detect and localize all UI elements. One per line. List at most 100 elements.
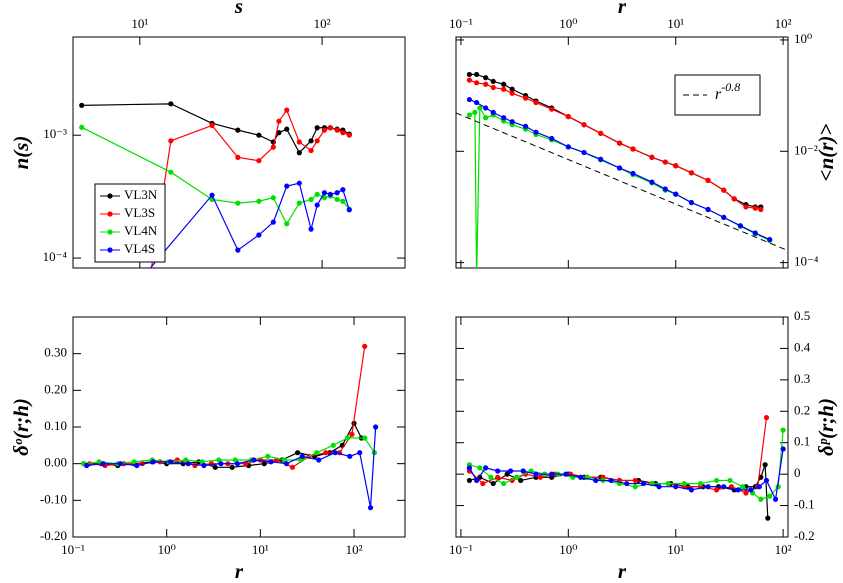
x-axis-label: r	[618, 0, 627, 18]
marker	[681, 480, 687, 487]
panel-frame	[455, 36, 789, 269]
marker	[490, 109, 496, 115]
marker	[740, 484, 746, 490]
x-tick-label: 10²	[314, 16, 331, 31]
marker	[466, 465, 473, 471]
marker	[780, 446, 786, 452]
x-axis-label: r	[618, 559, 627, 583]
marker	[748, 487, 754, 493]
marker	[490, 480, 496, 487]
marker	[265, 453, 271, 459]
marker	[330, 442, 336, 448]
marker	[533, 99, 539, 106]
marker	[662, 159, 668, 165]
marker	[474, 71, 480, 78]
x-tick-label: 10¹	[667, 542, 684, 557]
marker	[509, 119, 515, 125]
y-tick-label: 10⁻⁴	[794, 254, 819, 269]
marker	[346, 132, 352, 138]
panel-frame	[72, 36, 406, 269]
plot-area	[81, 343, 379, 511]
marker	[131, 459, 137, 465]
marker	[649, 154, 655, 160]
marker	[474, 80, 480, 86]
x-tick-label: 10⁰	[559, 542, 577, 557]
marker	[229, 464, 235, 470]
marker	[765, 515, 771, 521]
legend-box	[94, 183, 166, 263]
x-axis-label: r	[235, 559, 244, 583]
marker	[295, 450, 301, 456]
marker	[533, 129, 539, 135]
marker	[183, 457, 189, 463]
x-tick-label: 10¹	[131, 16, 148, 31]
y-tick-label: 10⁻²	[794, 142, 818, 157]
marker	[308, 147, 314, 154]
marker	[256, 132, 262, 138]
marker	[276, 118, 282, 124]
marker	[565, 144, 571, 150]
marker	[756, 484, 762, 490]
panel: 10⁻¹ 10⁰ 10¹ 10² -0.20 -0.10 0.00 0.10 0.20 0.30 r…	[9, 316, 406, 583]
marker	[522, 123, 529, 129]
marker	[762, 462, 768, 468]
marker	[501, 115, 507, 121]
marker	[308, 226, 314, 232]
marker	[332, 450, 338, 456]
marker	[84, 462, 90, 469]
marker	[167, 459, 174, 465]
y-tick-label: 10⁻³	[43, 126, 67, 141]
marker	[673, 163, 679, 169]
marker	[673, 191, 679, 197]
marker	[713, 477, 720, 484]
marker	[79, 102, 85, 108]
legend-marker	[107, 193, 113, 199]
marker	[323, 450, 329, 456]
marker	[168, 138, 174, 144]
marker	[480, 480, 486, 487]
marker	[721, 187, 727, 193]
marker	[772, 496, 779, 502]
y-axis-label: δᵒ(r;h)	[9, 398, 33, 456]
marker	[767, 493, 773, 499]
legend-label: VL4S	[124, 241, 155, 256]
legend: VL3N VL3S VL4N VL4S	[94, 183, 166, 263]
x-tick-label: 10⁻¹	[449, 16, 473, 31]
marker	[780, 427, 786, 433]
legend-label: VL3S	[124, 205, 155, 220]
panel: 10¹ 10² 10⁻³ 10⁻⁴ s n(s) VL3N VL3S VL4N VL4S	[9, 0, 406, 297]
marker	[752, 205, 758, 211]
marker	[308, 196, 314, 203]
y-tick-label: 0.2	[794, 402, 810, 417]
marker	[563, 471, 569, 477]
marker	[296, 150, 302, 156]
marker	[581, 122, 587, 128]
marker	[549, 135, 555, 142]
y-tick-label: 0.4	[794, 339, 811, 354]
marker	[697, 480, 704, 487]
marker	[145, 292, 150, 297]
marker	[296, 180, 302, 186]
y-tick-label: 0.30	[44, 345, 67, 360]
marker	[362, 435, 368, 441]
y-tick-label: 0	[794, 465, 801, 480]
legend-label-exponent: -0.8	[721, 80, 740, 94]
y-tick-label: 10⁰	[794, 31, 812, 46]
marker	[284, 221, 290, 227]
y-tick-label: -0.2	[794, 528, 815, 543]
marker	[483, 75, 489, 81]
x-axis-label: s	[234, 0, 243, 18]
y-axis-label: n(s)	[9, 136, 33, 170]
x-tick-label: 10⁰	[158, 542, 176, 557]
marker	[662, 186, 668, 192]
legend-label: VL3N	[124, 187, 158, 202]
marker	[705, 177, 711, 183]
marker	[235, 127, 241, 133]
series-line	[469, 464, 769, 519]
marker	[334, 196, 340, 203]
marker	[314, 125, 320, 131]
marker	[327, 125, 333, 131]
marker	[340, 187, 346, 193]
marker	[218, 461, 224, 467]
